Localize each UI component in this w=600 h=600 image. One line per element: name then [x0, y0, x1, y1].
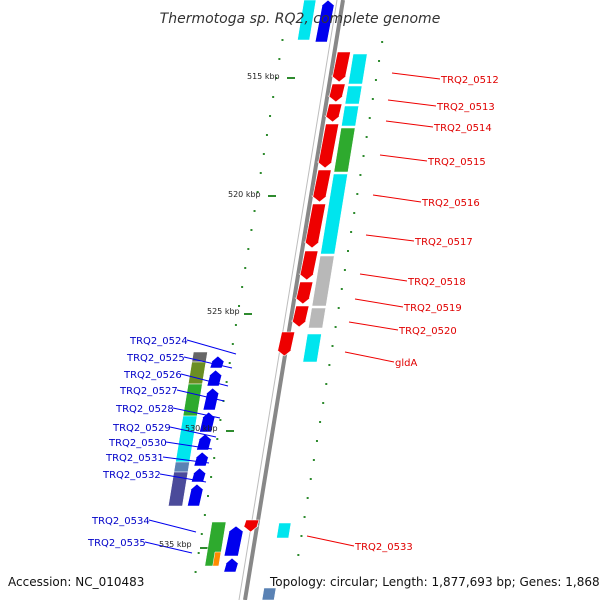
cog-block	[333, 127, 356, 173]
cog-block	[320, 173, 348, 255]
cog-block	[341, 105, 359, 127]
callout-line-reverse	[165, 441, 213, 450]
gene-label-trq2-0533[interactable]: TRQ2_0533	[354, 542, 413, 553]
map-title: Thermotoga sp. RQ2, complete genome	[160, 11, 441, 27]
callout-line-reverse	[159, 473, 207, 483]
cog-block-top	[297, 0, 317, 41]
cog-block	[168, 471, 189, 507]
label-callouts	[144, 72, 441, 554]
forward-gene-arrow-glda	[276, 331, 296, 357]
gene-label-glda[interactable]: gldA	[395, 358, 417, 369]
callout-line-reverse	[169, 426, 217, 438]
cog-block	[347, 53, 368, 85]
reverse-gene-arrow	[193, 451, 210, 467]
callout-line-forward	[354, 298, 404, 308]
accession-text: Accession: NC_010483	[8, 575, 144, 589]
reverse-gene-arrow	[190, 467, 208, 483]
cog-block	[308, 307, 326, 329]
callout-line-forward	[379, 154, 428, 162]
cog-block	[187, 361, 207, 385]
gene-label-trq2-0529[interactable]: TRQ2_0529	[112, 423, 171, 434]
callout-line-forward	[359, 273, 408, 282]
forward-gene-arrow	[316, 123, 340, 169]
callout-line-reverse	[176, 389, 225, 402]
genome-summary-text: Topology: circular; Length: 1,877,693 bp…	[269, 575, 600, 589]
kbp-label-530: 530 kbp	[185, 424, 218, 433]
cog-block	[173, 461, 190, 473]
callout-line-reverse	[148, 519, 197, 533]
forward-gene-arrow	[311, 169, 332, 203]
gene-label-trq2-0513[interactable]: TRQ2_0513	[436, 102, 495, 113]
forward-gene-arrow	[303, 203, 327, 249]
backbone-edge	[238, 0, 338, 600]
gene-label-trq2-0530[interactable]: TRQ2_0530	[108, 438, 167, 449]
gene-label-trq2-0518[interactable]: TRQ2_0518	[407, 277, 466, 288]
cog-block	[344, 85, 363, 105]
gene-label-trq2-0528[interactable]: TRQ2_0528	[115, 404, 174, 415]
gene-label-trq2-0517[interactable]: TRQ2_0517	[414, 237, 473, 248]
callout-line-forward	[372, 194, 422, 203]
forward-gene-arrow	[290, 305, 310, 328]
cog-block	[302, 333, 322, 363]
reverse-gene-arrow	[202, 387, 221, 411]
callout-line-forward	[391, 72, 441, 80]
callout-line-reverse	[144, 541, 193, 554]
gene-label-trq2-0514[interactable]: TRQ2_0514	[433, 123, 492, 134]
cog-track	[168, 0, 368, 600]
cog-block	[175, 415, 198, 463]
gc-tick-track	[194, 39, 384, 573]
gene-label-trq2-0526[interactable]: TRQ2_0526	[123, 370, 182, 381]
reverse-gene-arrow	[199, 411, 217, 433]
gene-label-trq2-0527[interactable]: TRQ2_0527	[119, 386, 178, 397]
callout-line-reverse	[172, 407, 221, 419]
kbp-label-525: 525 kbp	[207, 307, 240, 316]
kbp-label-520: 520 kbp	[228, 190, 261, 199]
cog-block	[261, 587, 277, 600]
forward-gene-arrow	[298, 250, 319, 281]
gene-label-trq2-0515[interactable]: TRQ2_0515	[427, 157, 486, 168]
callout-line-forward	[365, 234, 415, 242]
gene-label-trq2-0516[interactable]: TRQ2_0516	[421, 198, 480, 209]
genome-backbone	[238, 0, 345, 600]
gene-label-trq2-0531[interactable]: TRQ2_0531	[105, 453, 164, 464]
reverse-gene-arrow	[196, 433, 213, 451]
gene-label-trq2-0524[interactable]: TRQ2_0524	[129, 336, 188, 347]
callout-line-forward	[385, 120, 434, 128]
callout-line-forward	[348, 321, 399, 331]
gene-label-trq2-0512[interactable]: TRQ2_0512	[440, 75, 499, 86]
cog-block	[311, 255, 335, 307]
kbp-label-535: 535 kbp	[159, 540, 192, 549]
backbone-line	[243, 0, 345, 600]
forward-gene-arrow	[294, 281, 314, 305]
gene-label-trq2-0519[interactable]: TRQ2_0519	[403, 303, 462, 314]
callout-line-forward	[387, 99, 437, 107]
forward-gene-arrow	[324, 103, 343, 123]
kbp-label-515: 515 kbp	[247, 72, 280, 81]
callout-line-reverse	[162, 456, 210, 464]
reverse-gene-arrow	[223, 557, 240, 573]
gene-label-trq2-0520[interactable]: TRQ2_0520	[398, 326, 457, 337]
forward-gene-arrow-trq2-0533	[242, 519, 260, 533]
reverse-gene-arrow-top	[314, 0, 336, 43]
callout-line-reverse	[183, 356, 233, 369]
reverse-gene-arrow	[223, 525, 245, 557]
forward-gene-arrow	[330, 51, 351, 83]
callout-line-forward	[306, 535, 355, 547]
callout-line-forward	[344, 351, 395, 363]
gene-label-trq2-0535[interactable]: TRQ2_0535	[87, 538, 146, 549]
callout-line-reverse	[186, 339, 237, 355]
cog-block	[212, 551, 222, 567]
gene-label-trq2-0532[interactable]: TRQ2_0532	[102, 470, 161, 481]
gene-label-trq2-0525[interactable]: TRQ2_0525	[126, 353, 185, 364]
forward-gene-arrow	[327, 83, 346, 103]
reverse-gene-arrow	[186, 483, 205, 507]
gene-track	[186, 0, 351, 573]
callout-line-reverse	[180, 373, 229, 387]
gene-label-trq2-0534[interactable]: TRQ2_0534	[91, 516, 150, 527]
cog-block	[276, 522, 292, 539]
